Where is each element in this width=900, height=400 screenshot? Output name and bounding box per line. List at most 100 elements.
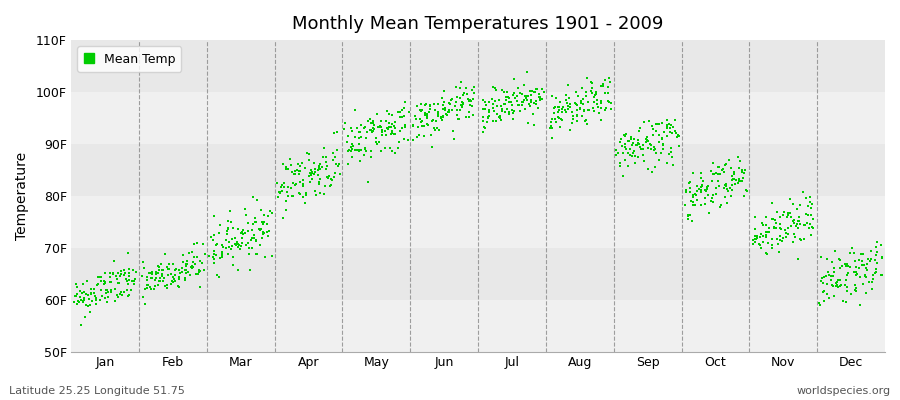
- Point: [436, 106, 450, 112]
- Point: [167, 267, 182, 273]
- Point: [302, 179, 317, 185]
- Point: [304, 172, 319, 178]
- Point: [112, 291, 127, 297]
- Point: [341, 132, 356, 139]
- Point: [526, 88, 540, 94]
- Point: [526, 89, 541, 95]
- Point: [76, 298, 90, 305]
- Point: [279, 164, 293, 170]
- Point: [748, 226, 762, 232]
- Point: [509, 92, 524, 99]
- Point: [609, 152, 624, 158]
- Point: [88, 297, 103, 304]
- Point: [210, 272, 224, 278]
- Point: [799, 195, 814, 201]
- Point: [748, 233, 762, 240]
- Point: [594, 82, 608, 89]
- Point: [255, 219, 269, 225]
- Point: [702, 210, 716, 216]
- Point: [646, 126, 661, 132]
- Point: [705, 195, 719, 202]
- Point: [284, 162, 298, 168]
- Point: [418, 101, 433, 108]
- Point: [715, 167, 729, 173]
- Point: [686, 202, 700, 208]
- Point: [716, 169, 731, 175]
- Point: [167, 276, 182, 282]
- Point: [526, 122, 541, 128]
- Point: [356, 125, 371, 132]
- Point: [773, 237, 788, 244]
- Point: [76, 298, 90, 304]
- Point: [122, 270, 136, 276]
- Point: [122, 266, 136, 272]
- Point: [507, 90, 521, 96]
- Point: [88, 296, 103, 302]
- Point: [678, 202, 692, 208]
- Point: [554, 117, 569, 123]
- Point: [568, 100, 582, 107]
- Point: [544, 123, 558, 130]
- Point: [518, 97, 532, 103]
- Point: [665, 130, 680, 137]
- Point: [564, 109, 579, 116]
- Point: [448, 84, 463, 91]
- Point: [345, 128, 359, 134]
- Point: [822, 295, 836, 302]
- Point: [545, 92, 560, 99]
- Point: [84, 290, 98, 297]
- Point: [397, 136, 411, 142]
- Point: [779, 234, 794, 240]
- Point: [236, 231, 250, 237]
- Point: [652, 138, 666, 145]
- Point: [780, 212, 795, 218]
- Point: [258, 254, 273, 260]
- Point: [601, 84, 616, 90]
- Point: [649, 150, 663, 156]
- Point: [439, 110, 454, 117]
- Point: [382, 120, 396, 126]
- Point: [644, 146, 658, 152]
- Point: [307, 171, 321, 178]
- Point: [511, 85, 526, 91]
- Point: [192, 269, 206, 276]
- Point: [766, 216, 780, 222]
- Point: [870, 239, 885, 246]
- Point: [860, 261, 875, 267]
- Point: [529, 86, 544, 92]
- Point: [384, 130, 399, 137]
- Point: [733, 178, 747, 184]
- Point: [508, 95, 522, 102]
- Point: [709, 170, 724, 176]
- Point: [797, 222, 812, 228]
- Point: [654, 135, 669, 141]
- Point: [662, 129, 677, 136]
- Point: [819, 273, 833, 279]
- Point: [709, 185, 724, 192]
- Point: [786, 201, 800, 207]
- Point: [166, 261, 180, 267]
- Point: [153, 278, 167, 284]
- Point: [790, 220, 805, 227]
- Point: [773, 221, 788, 227]
- Point: [384, 130, 399, 136]
- Point: [392, 114, 407, 120]
- Point: [89, 301, 104, 308]
- Point: [596, 83, 610, 90]
- Point: [613, 139, 627, 145]
- Point: [275, 161, 290, 167]
- Point: [824, 273, 838, 280]
- Point: [714, 202, 728, 208]
- Point: [773, 233, 788, 239]
- Point: [790, 225, 805, 232]
- Point: [311, 163, 326, 169]
- Point: [487, 107, 501, 114]
- Point: [587, 108, 601, 114]
- Point: [829, 282, 843, 289]
- Point: [275, 215, 290, 221]
- Point: [138, 301, 152, 307]
- Point: [91, 274, 105, 280]
- Point: [388, 150, 402, 156]
- Point: [295, 160, 310, 167]
- Point: [164, 281, 178, 287]
